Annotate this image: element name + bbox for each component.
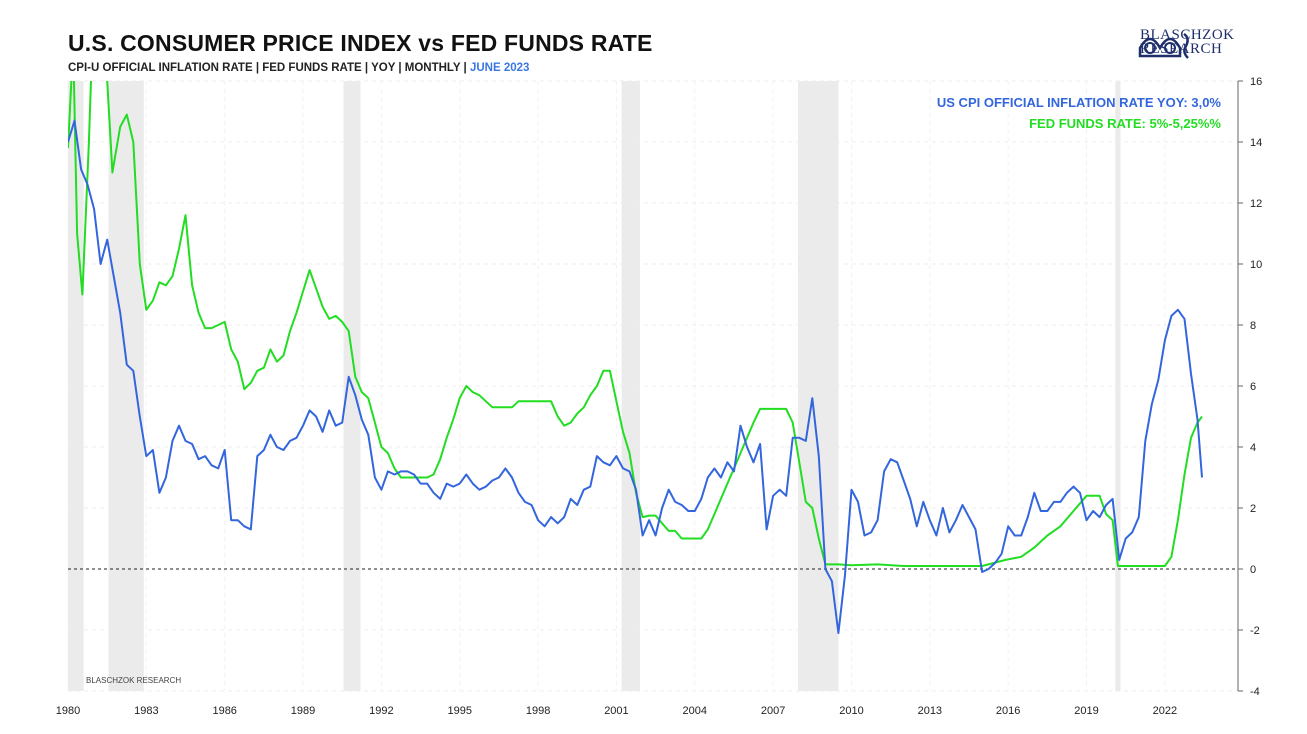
- legend-cpi: US CPI OFFICIAL INFLATION RATE YOY: 3,0%: [936, 95, 1221, 110]
- y-tick-label: 12: [1250, 198, 1262, 210]
- subtitle-date: JUNE 2023: [469, 62, 530, 74]
- x-tick-label: 2004: [683, 705, 707, 717]
- y-tick-label: 0: [1250, 564, 1256, 576]
- x-tick-label: 2010: [839, 705, 863, 717]
- cpi-series-line: [68, 119, 1203, 634]
- y-tick-label: 6: [1250, 381, 1256, 393]
- gridlines: [67, 80, 1238, 692]
- x-tick-label: 2022: [1153, 705, 1177, 717]
- y-tick-label: 14: [1250, 137, 1262, 149]
- logo-line2: RESEARCH: [1140, 41, 1223, 57]
- legend-ffr: FED FUNDS RATE: 5%-5,25%%: [1029, 116, 1221, 131]
- y-tick-label: 8: [1250, 320, 1256, 332]
- subtitle-main: CPI-U OFFICIAL INFLATION RATE | FED FUND…: [68, 62, 467, 74]
- x-tick-label: 2007: [761, 705, 785, 717]
- chart-title: U.S. CONSUMER PRICE INDEX vs FED FUNDS R…: [68, 30, 653, 56]
- y-tick-label: 16: [1250, 76, 1262, 88]
- logo-text: BLASCHZOK RESEARCH: [1140, 27, 1235, 57]
- x-tick-label: 2013: [918, 705, 942, 717]
- x-axis-ticks: 1980 1983 1986 1989 1992 1995 1998 2001 2004 2007…: [56, 705, 1177, 717]
- x-tick-label: 1998: [526, 705, 550, 717]
- series-lines: [68, 81, 1203, 634]
- x-tick-label: 1989: [291, 705, 315, 717]
- y-axis-ticks: -4 -2 0 2 4 6 8 10 12 14 16: [1237, 76, 1262, 698]
- logo-line1: BLASCHZOK: [1140, 27, 1235, 43]
- x-tick-label: 2001: [604, 705, 628, 717]
- legend: US CPI OFFICIAL INFLATION RATE YOY: 3,0%…: [937, 92, 1221, 134]
- x-tick-label: 1986: [212, 705, 236, 717]
- x-tick-label: 1980: [56, 705, 80, 717]
- y-tick-label: 4: [1250, 442, 1256, 454]
- x-tick-label: 1995: [447, 705, 471, 717]
- x-tick-label: 2016: [996, 705, 1020, 717]
- recession-band: [68, 81, 84, 691]
- chart-subtitle: CPI-U OFFICIAL INFLATION RATE | FED FUND…: [68, 62, 529, 74]
- x-tick-label: 1983: [134, 705, 158, 717]
- recession-bands: [68, 81, 1121, 691]
- y-tick-label: 10: [1250, 259, 1262, 271]
- ffr-series-line: [68, 81, 1203, 567]
- x-tick-label: 2019: [1074, 705, 1098, 717]
- y-tick-label: -2: [1250, 625, 1260, 637]
- y-tick-label: 2: [1250, 503, 1256, 515]
- x-tick-label: 1992: [369, 705, 393, 717]
- y-tick-label: -4: [1250, 686, 1260, 698]
- logo-icon: [1138, 32, 1189, 59]
- watermark: BLASCHZOK RESEARCH: [86, 676, 182, 685]
